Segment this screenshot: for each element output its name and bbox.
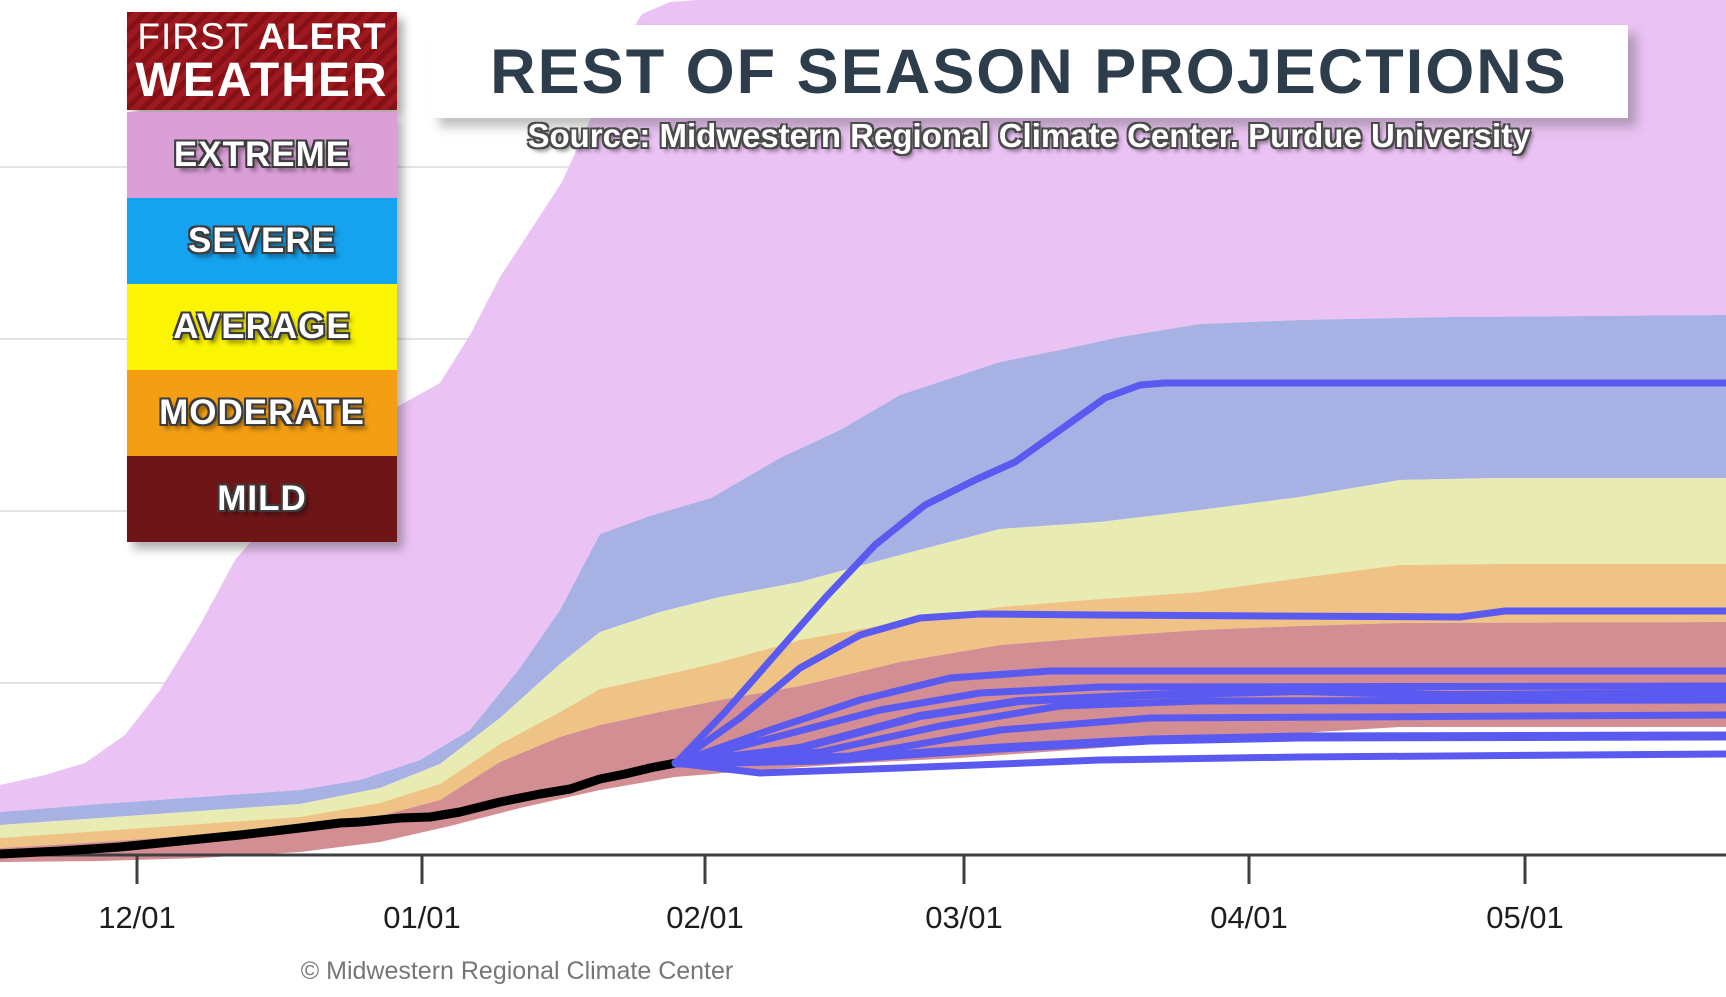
x-axis-label-apr: 04/01 <box>1210 900 1288 935</box>
x-axis-label-may: 05/01 <box>1486 900 1564 935</box>
source-attribution: Source: Midwestern Regional Climate Cent… <box>527 117 1531 154</box>
first-alert-weather-logo: FIRST ALERT WEATHER <box>127 12 397 110</box>
legend-item-extreme: EXTREME <box>127 112 397 198</box>
copyright-note: © Midwestern Regional Climate Center <box>300 957 734 985</box>
legend-item-severe: SEVERE <box>127 198 397 284</box>
x-axis-label-feb: 02/01 <box>666 900 744 935</box>
x-axis-label-mar: 03/01 <box>925 900 1003 935</box>
legend-item-moderate: MODERATE <box>127 370 397 456</box>
legend-item-mild: MILD <box>127 456 397 542</box>
logo-word-first: FIRST <box>137 16 250 57</box>
x-axis-label-jan: 01/01 <box>383 900 461 935</box>
severity-legend: EXTREME SEVERE AVERAGE MODERATE MILD <box>127 112 397 542</box>
title-box: REST OF SEASON PROJECTIONS <box>430 25 1628 118</box>
x-axis-label-dec: 12/01 <box>98 900 176 935</box>
logo-line1: FIRST ALERT <box>127 17 397 57</box>
page-title: REST OF SEASON PROJECTIONS <box>490 36 1568 107</box>
logo-word-weather: WEATHER <box>135 54 389 107</box>
legend-item-average: AVERAGE <box>127 284 397 370</box>
logo-word-alert: ALERT <box>258 16 387 57</box>
